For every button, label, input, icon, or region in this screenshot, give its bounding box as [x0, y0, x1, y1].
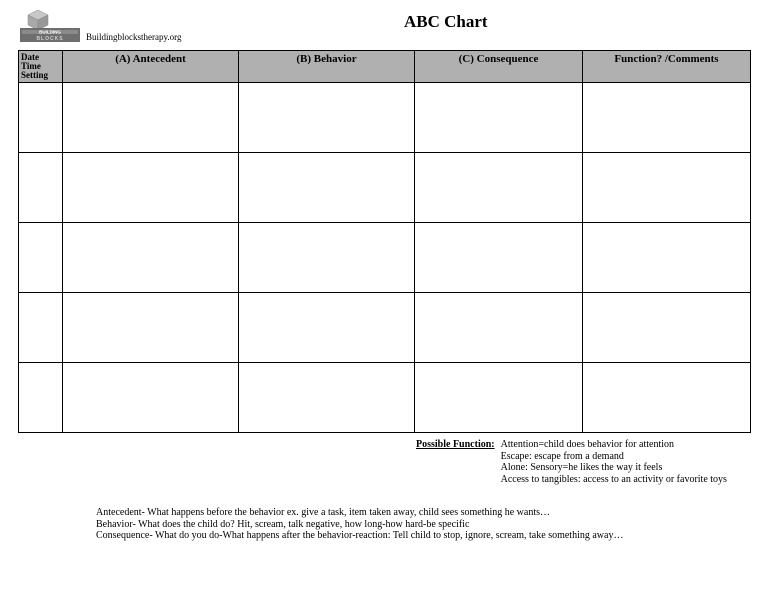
table-body [19, 83, 751, 433]
building-blocks-logo-icon: BUILDING BLOCKS [18, 10, 82, 44]
abc-chart-page: BUILDING BLOCKS Buildingblockstherapy.or… [0, 0, 768, 552]
col-header-antecedent: (A) Antecedent [63, 51, 239, 83]
table-row [19, 83, 751, 153]
col-header-behavior: (B) Behavior [239, 51, 415, 83]
abc-table: Date Time Setting (A) Antecedent (B) Beh… [18, 50, 751, 433]
table-row [19, 153, 751, 223]
col-header-consequence: (C) Consequence [415, 51, 583, 83]
possible-function-lines: Attention=child does behavior for attent… [501, 439, 727, 485]
svg-text:BUILDING: BUILDING [39, 30, 61, 35]
page-title: ABC Chart [142, 12, 751, 32]
table-header-row: Date Time Setting (A) Antecedent (B) Beh… [19, 51, 751, 83]
definition-antecedent: Antecedent- What happens before the beha… [96, 507, 730, 519]
possible-function-line: Alone: Sensory=he likes the way it feels [501, 462, 727, 474]
header: BUILDING BLOCKS Buildingblockstherapy.or… [18, 10, 750, 44]
svg-text:BLOCKS: BLOCKS [36, 36, 63, 42]
table-row [19, 363, 751, 433]
possible-function-line: Access to tangibles: access to an activi… [501, 474, 727, 486]
title-wrap: ABC Chart [182, 10, 751, 32]
definition-consequence: Consequence- What do you do-What happens… [96, 530, 730, 542]
definitions-block: Antecedent- What happens before the beha… [18, 507, 750, 542]
definition-behavior: Behavior- What does the child do? Hit, s… [96, 519, 730, 531]
org-url: Buildingblockstherapy.org [86, 32, 182, 44]
possible-function-line: Attention=child does behavior for attent… [501, 439, 727, 451]
table-row [19, 223, 751, 293]
col-header-function: Function? /Comments [583, 51, 751, 83]
possible-function-label: Possible Function: [416, 439, 501, 485]
table-row [19, 293, 751, 363]
col-header-date: Date Time Setting [19, 51, 63, 83]
col-header-date-line3: Setting [21, 71, 60, 80]
possible-function-line: Escape: escape from a demand [501, 451, 727, 463]
possible-function-block: Possible Function: Attention=child does … [18, 439, 750, 485]
